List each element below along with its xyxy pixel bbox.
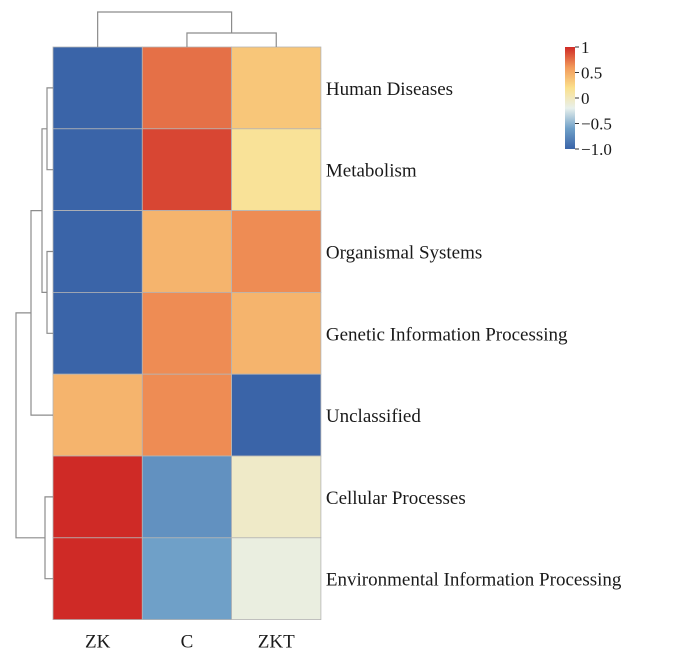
heatmap-cell-genetic-information-processing-zk <box>52 291 143 375</box>
heatmap-cell-human-diseases-c <box>141 46 233 130</box>
row-label-unclassified: Unclassified <box>326 406 421 427</box>
heatmap-cell-organismal-systems-zk <box>52 210 143 293</box>
color-scale-tick-label: −1.0 <box>581 140 612 159</box>
row-dendrogram <box>15 87 53 580</box>
heatmap-cell-organismal-systems-zkt <box>231 210 322 293</box>
heatmap-cell-cellular-processes-zk <box>52 455 143 539</box>
row-label-cellular-processes: Cellular Processes <box>326 488 466 509</box>
heatmap-cell-genetic-information-processing-c <box>141 291 233 375</box>
column-label-zkt: ZKT <box>258 632 295 651</box>
row-dendrogram-link-root <box>15 312 45 539</box>
heatmap-cell-human-diseases-zk <box>52 46 143 130</box>
heatmap-cell-metabolism-zkt <box>231 128 322 212</box>
heatmap-cell-genetic-information-processing-zkt <box>231 291 322 375</box>
heatmap-cell-environmental-information-processing-c <box>141 537 233 620</box>
heatmap-cell-metabolism-c <box>141 128 233 212</box>
color-scale-tick-label: −0.5 <box>581 115 612 134</box>
color-scale-tick-label: 1 <box>581 38 590 57</box>
color-scale-bar <box>565 47 575 149</box>
heatmap-cell-environmental-information-processing-zk <box>52 537 143 620</box>
row-label-environmental-information-processing: Environmental Information Processing <box>326 570 622 591</box>
heatmap-cell-cellular-processes-c <box>141 455 233 539</box>
heatmap-cell-environmental-information-processing-zkt <box>231 537 322 620</box>
column-dendrogram-link-c-zkt <box>186 32 277 47</box>
row-dendrogram-link-first-four <box>41 128 47 293</box>
color-scale-legend: 1 0.5 0 −0.5 −1.0 <box>565 38 612 159</box>
heatmap-cell-unclassified-zk <box>52 373 143 457</box>
column-dendrogram <box>97 11 277 47</box>
heatmap-cell-cellular-processes-zkt <box>231 455 322 539</box>
row-label-human-diseases: Human Diseases <box>326 79 453 100</box>
row-dendrogram-link-cellular-environmental <box>44 496 53 580</box>
color-scale-tick-label: 0 <box>581 89 590 108</box>
row-dendrogram-link-organismal-genetic <box>46 250 53 334</box>
heatmap-cell-human-diseases-zkt <box>231 46 322 130</box>
row-dendrogram-link-human-diseases-metabolism <box>46 87 53 171</box>
heatmap-cell-metabolism-zk <box>52 128 143 212</box>
column-label-c: C <box>181 632 194 651</box>
heatmap-cell-unclassified-zkt <box>231 373 322 457</box>
row-labels: Human Diseases Metabolism Organismal Syste… <box>326 79 622 591</box>
color-scale-tick-label: 0.5 <box>581 64 602 83</box>
column-labels: ZK C ZKT <box>85 632 295 651</box>
column-label-zk: ZK <box>85 632 111 651</box>
color-scale-ticks: 1 0.5 0 −0.5 −1.0 <box>575 38 612 159</box>
heatmap-cell-unclassified-c <box>141 373 233 457</box>
row-label-genetic-information-processing: Genetic Information Processing <box>326 324 568 345</box>
heatmap-cell-organismal-systems-c <box>141 210 233 293</box>
column-dendrogram-link-root <box>97 11 233 47</box>
row-label-metabolism: Metabolism <box>326 161 417 182</box>
heatmap-cells <box>52 46 322 620</box>
row-label-organismal-systems: Organismal Systems <box>326 243 482 264</box>
